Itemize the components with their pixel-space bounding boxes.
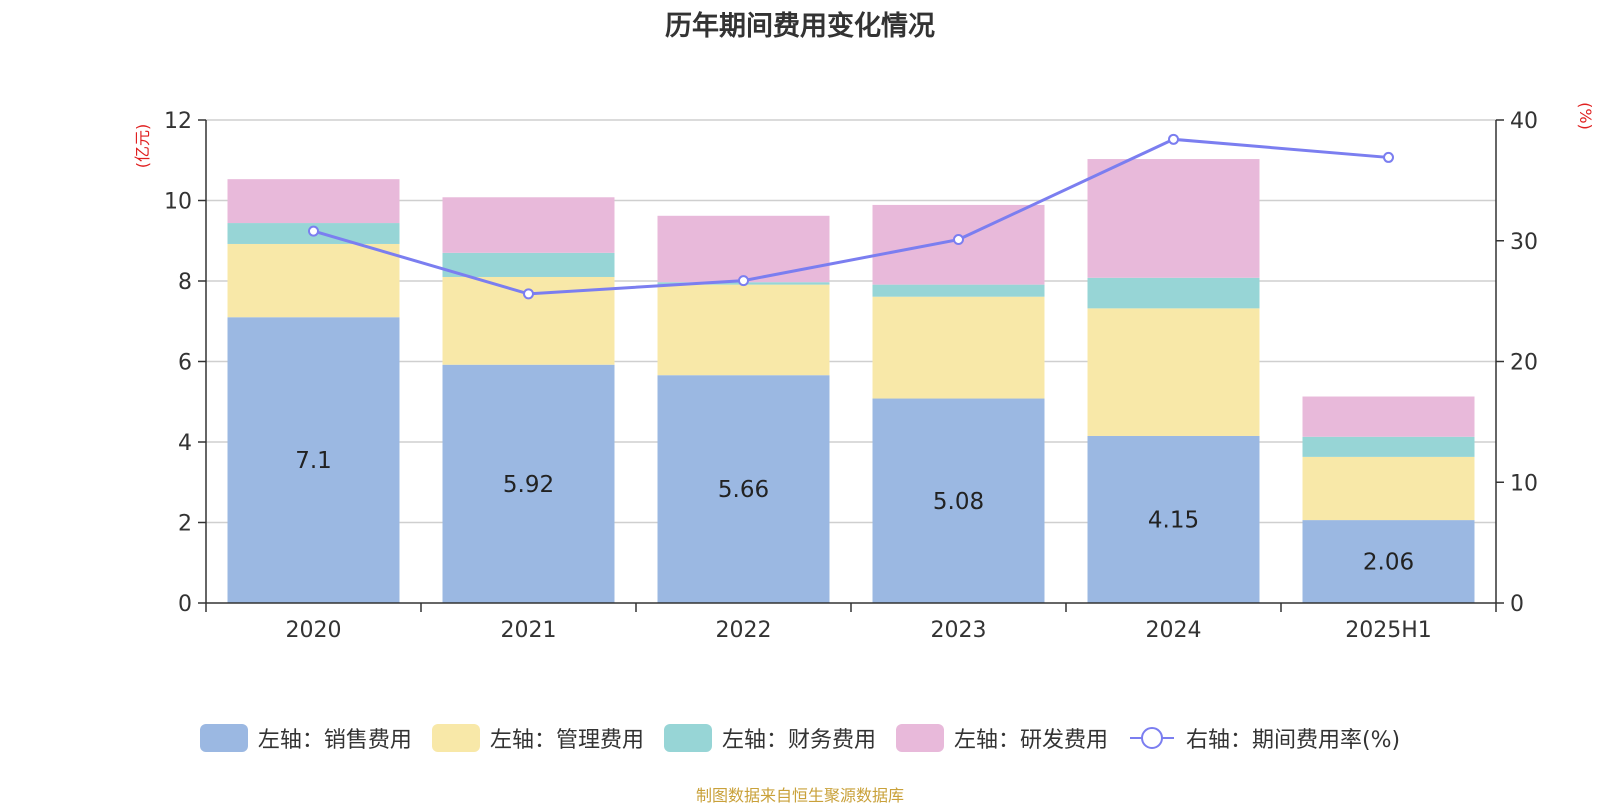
bar-segment: [227, 179, 400, 224]
bar-segment: [872, 296, 1045, 399]
left-axis-unit: (亿元): [133, 124, 152, 169]
left-tick-label: 12: [164, 109, 192, 134]
right-tick-label: 40: [1510, 109, 1538, 134]
legend-swatch: [663, 724, 712, 752]
legend-item[interactable]: 左轴：研发费用: [895, 722, 1108, 754]
data-labels: 7.1 5.92 5.66 5.08 4.15 2.06: [295, 448, 1414, 575]
legend-marker: [1140, 727, 1163, 749]
chart-title: 历年期间费用变化情况: [665, 11, 935, 42]
rate-line-path: [313, 137, 1389, 296]
right-tick-label: 0: [1510, 592, 1524, 617]
bar-data-label: 5.66: [718, 477, 769, 503]
left-tick-label: 0: [178, 592, 192, 617]
legend-item[interactable]: 右轴：期间费用率(%): [1128, 722, 1400, 754]
bar-segment: [657, 215, 830, 283]
legend-swatch: [895, 724, 944, 752]
bar-segment: [442, 252, 615, 277]
bar-segment: [657, 284, 830, 376]
bar-data-label: 2.06: [1363, 550, 1414, 576]
left-tick-label: 6: [178, 351, 192, 376]
bar-segment: [1087, 159, 1260, 278]
legend-swatch: [199, 724, 248, 752]
legend-label: 左轴：销售费用: [257, 728, 412, 753]
rate-point: [953, 234, 964, 246]
bar-segment: [1302, 456, 1475, 521]
bar-segment: [1087, 435, 1260, 603]
bar-data-label: 7.1: [295, 448, 332, 474]
bar-segment: [1302, 520, 1475, 603]
bars: [227, 159, 1475, 603]
rate-point: [1383, 151, 1394, 163]
x-tick-label: 2022: [716, 618, 772, 643]
bar-data-label: 5.92: [503, 472, 554, 498]
x-tick-label: 2024: [1146, 618, 1202, 643]
grid-lines: [206, 119, 1496, 524]
rate-point: [308, 225, 319, 237]
legend-item[interactable]: 左轴：销售费用: [199, 722, 412, 754]
bar-segment: [872, 284, 1045, 297]
x-tick-label: 2023: [931, 618, 987, 643]
left-tick-label: 4: [178, 431, 192, 456]
bar-segment: [227, 243, 400, 318]
bar-segment: [442, 197, 615, 253]
right-axis-unit: (%): [1576, 102, 1595, 130]
legend-label: 左轴：管理费用: [489, 728, 644, 753]
x-tick-label: 2025H1: [1345, 618, 1432, 643]
axes: 0 2 4 6 8 10 12 0 10 20 30 40 (亿元) (%) 2020 2021 2022 202…: [133, 102, 1595, 643]
bar-data-label: 5.08: [933, 489, 984, 515]
bar-segment: [1302, 396, 1475, 437]
legend-item[interactable]: 左轴：财务费用: [663, 722, 876, 754]
bar-segment: [657, 375, 830, 603]
bar-segment: [872, 398, 1045, 603]
x-tick-label: 2020: [286, 618, 342, 643]
legend: 左轴：销售费用 左轴：管理费用 左轴：财务费用 左轴：研发费用 右轴：期间费用率(%): [0, 722, 1600, 754]
legend-label: 右轴：期间费用率(%): [1185, 728, 1401, 753]
rate-point: [523, 288, 534, 300]
legend-item[interactable]: 左轴：管理费用: [431, 722, 644, 754]
legend-label: 左轴：研发费用: [953, 728, 1108, 753]
rate-line: [308, 133, 1394, 300]
bar-segment: [227, 317, 400, 603]
bar-data-label: 4.15: [1148, 507, 1199, 533]
bar-segment: [1302, 436, 1475, 457]
legend-swatch: [431, 724, 480, 752]
right-tick-label: 10: [1510, 471, 1538, 496]
right-tick-label: 20: [1510, 351, 1538, 376]
bar-segment: [1087, 277, 1260, 309]
left-tick-label: 10: [164, 190, 192, 215]
source-note: 制图数据来自恒生聚源数据库: [695, 786, 904, 805]
rate-point: [738, 275, 749, 287]
bar-segment: [442, 364, 615, 603]
right-tick-label: 30: [1510, 230, 1538, 255]
bar-segment: [1087, 308, 1260, 436]
legend-swatch: [1129, 727, 1174, 749]
rate-point: [1168, 133, 1179, 145]
left-tick-label: 8: [178, 270, 192, 295]
left-tick-label: 2: [178, 512, 192, 537]
x-tick-label: 2021: [501, 618, 557, 643]
legend-label: 左轴：财务费用: [721, 728, 876, 753]
